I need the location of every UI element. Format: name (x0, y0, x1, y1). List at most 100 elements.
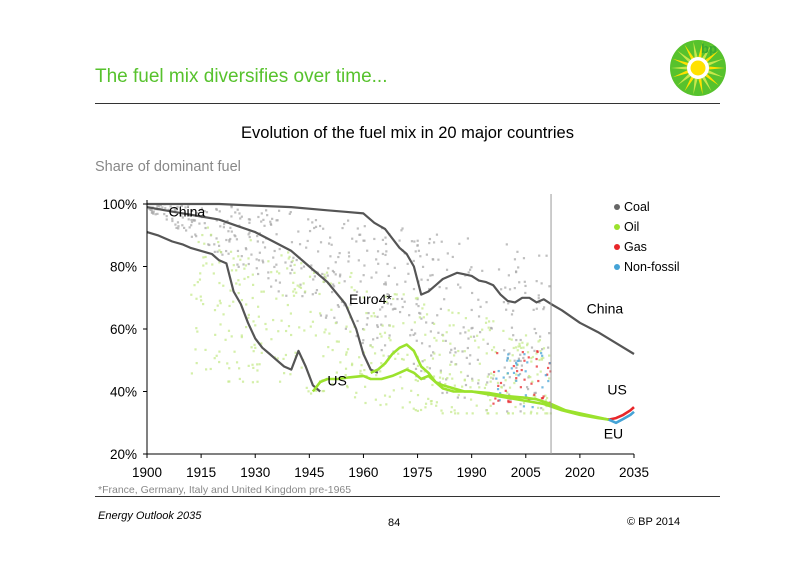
scatter-point (359, 372, 362, 375)
scatter-point (443, 298, 446, 301)
scatter-point (251, 363, 254, 366)
scatter-point (489, 326, 493, 330)
scatter-point (489, 399, 492, 402)
scatter-point (452, 324, 455, 327)
scatter-point (240, 298, 244, 302)
scatter-point (525, 398, 528, 401)
scatter-point (489, 380, 492, 383)
scatter-point (257, 305, 260, 308)
scatter-point (426, 278, 429, 282)
scatter-point (495, 412, 498, 415)
scatter-point (255, 267, 258, 270)
scatter-point (410, 328, 413, 332)
scatter-point (154, 213, 157, 216)
scatter-point (363, 225, 366, 228)
scatter-point (454, 351, 457, 354)
scatter-point (190, 218, 193, 222)
scatter-point (487, 326, 490, 329)
scatter-point (263, 246, 267, 249)
scatter-point (229, 237, 232, 241)
scatter-point (256, 369, 259, 372)
scatter-point (548, 332, 551, 335)
scatter-point (366, 249, 369, 252)
scatter-point (449, 363, 452, 366)
scatter-point (293, 288, 296, 291)
scatter-point (327, 242, 331, 245)
scatter-point (396, 283, 399, 286)
legend-marker (614, 224, 620, 230)
scatter-point (218, 249, 221, 252)
scatter-point (230, 215, 233, 218)
scatter-point (438, 285, 441, 289)
scatter-point (479, 331, 482, 334)
x-tick-label: 1930 (240, 465, 270, 480)
scatter-point (222, 226, 225, 229)
scatter-point (205, 368, 208, 371)
scatter-point (190, 372, 193, 375)
scatter-point (483, 386, 487, 390)
scatter-point (361, 341, 364, 345)
scatter-point (438, 376, 442, 379)
scatter-point (544, 399, 548, 402)
scatter-point (327, 345, 330, 349)
scatter-point (190, 209, 193, 212)
scatter-point (203, 222, 206, 225)
scatter-point (149, 208, 152, 212)
scatter-point (322, 280, 325, 283)
scatter-point (514, 270, 518, 273)
scatter-point (322, 389, 326, 393)
scatter-point (504, 389, 507, 392)
scatter-point (511, 354, 514, 357)
scatter-point (465, 356, 468, 359)
scatter-point (329, 282, 332, 285)
scatter-point (249, 239, 252, 242)
scatter-point (345, 384, 349, 388)
scatter-point (334, 321, 337, 325)
scatter-point (260, 220, 263, 223)
scatter-point (244, 264, 248, 267)
scatter-point (381, 238, 385, 242)
scatter-point (467, 329, 470, 332)
scatter-point (446, 376, 449, 380)
logo-petal (677, 73, 692, 86)
scatter-point (235, 361, 239, 364)
scatter-point (301, 295, 304, 298)
scatter-point (524, 291, 527, 295)
scatter-point (275, 263, 278, 266)
scatter-point (535, 307, 538, 310)
scatter-point (538, 301, 541, 304)
legend-marker (614, 244, 620, 250)
scatter-point (423, 370, 426, 373)
scatter-point (505, 243, 508, 246)
scatter-point (523, 280, 526, 283)
scatter-point (453, 347, 456, 350)
scatter-point (171, 217, 174, 220)
scatter-point (459, 371, 463, 374)
scatter-point (409, 334, 412, 337)
scatter-point (322, 227, 325, 230)
scatter-point (388, 395, 391, 398)
scatter-point (283, 372, 286, 375)
scatter-point (288, 212, 291, 215)
scatter-point (519, 353, 522, 356)
scatter-point (373, 315, 376, 318)
scatter-point (290, 241, 294, 244)
scatter-point (204, 255, 207, 259)
scatter-point (419, 408, 423, 412)
scatter-point (214, 333, 217, 336)
scatter-point (351, 237, 354, 240)
scatter-point (343, 222, 346, 226)
scatter-point (289, 373, 292, 376)
scatter-point (535, 357, 538, 361)
scatter-point (522, 346, 525, 349)
scatter-point (478, 362, 481, 365)
scatter-point (353, 289, 356, 292)
scatter-point (472, 335, 476, 338)
scatter-point (497, 384, 500, 387)
scatter-point (435, 233, 439, 236)
scatter-point (508, 376, 511, 379)
scatter-point (230, 230, 233, 233)
scatter-point (338, 275, 342, 278)
scatter-point (289, 272, 292, 275)
x-tick-label: 1975 (403, 465, 433, 480)
